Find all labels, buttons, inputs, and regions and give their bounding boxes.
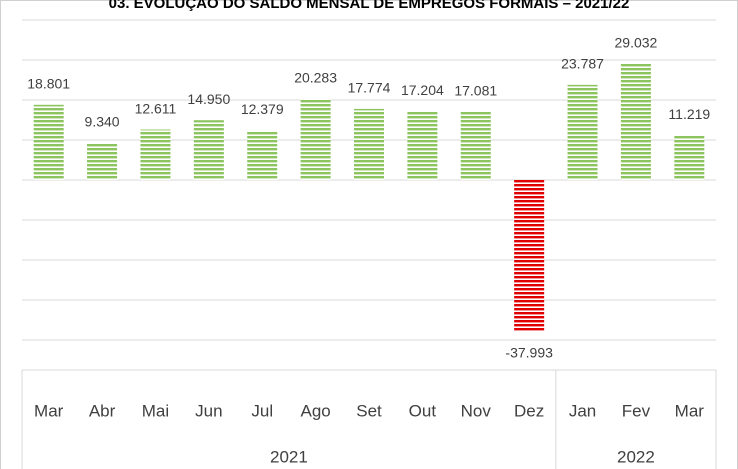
x-tick-label: Ago	[300, 401, 330, 420]
bar	[193, 120, 224, 180]
data-label: 23.787	[561, 56, 604, 72]
data-label: 9.340	[85, 113, 120, 129]
data-label: 11.219	[668, 106, 710, 122]
bar	[354, 108, 384, 180]
data-label: 18.801	[27, 75, 70, 91]
bar	[140, 129, 171, 180]
data-label: 12.611	[135, 100, 177, 116]
x-tick-label: Out	[409, 401, 437, 420]
bar	[460, 111, 491, 180]
data-label: 17.774	[348, 80, 391, 96]
bar	[674, 135, 705, 180]
x-tick-label: Abr	[89, 401, 116, 420]
x-tick-label: Mai	[142, 401, 169, 420]
bar	[33, 104, 64, 180]
x-tick-label: Dez	[514, 401, 544, 420]
x-tick-label: Nov	[461, 401, 492, 420]
bar	[300, 98, 331, 180]
x-tick-label: Jan	[569, 401, 596, 420]
chart-title: 03. EVOLUÇÃO DO SALDO MENSAL DE EMPREGOS…	[109, 0, 630, 12]
bar	[620, 63, 651, 180]
group-label: 2022	[617, 447, 655, 466]
bar	[514, 180, 545, 332]
bar	[247, 130, 278, 180]
data-label: 20.283	[294, 70, 337, 86]
x-tick-label: Jun	[195, 401, 222, 420]
data-label: 17.081	[454, 82, 497, 98]
data-label: 14.950	[187, 91, 230, 107]
bar	[567, 84, 598, 180]
group-label: 2021	[270, 447, 308, 466]
data-label: 17.204	[401, 82, 444, 98]
bar	[407, 111, 438, 180]
x-tick-label: Set	[356, 401, 382, 420]
data-label: -37.993	[505, 345, 553, 361]
bar	[87, 142, 118, 180]
x-tick-label: Mar	[675, 401, 705, 420]
x-tick-label: Fev	[622, 401, 651, 420]
x-tick-label: Mar	[34, 401, 64, 420]
data-label: 29.032	[615, 35, 658, 51]
data-label: 12.379	[241, 101, 284, 117]
x-tick-label: Jul	[251, 401, 273, 420]
